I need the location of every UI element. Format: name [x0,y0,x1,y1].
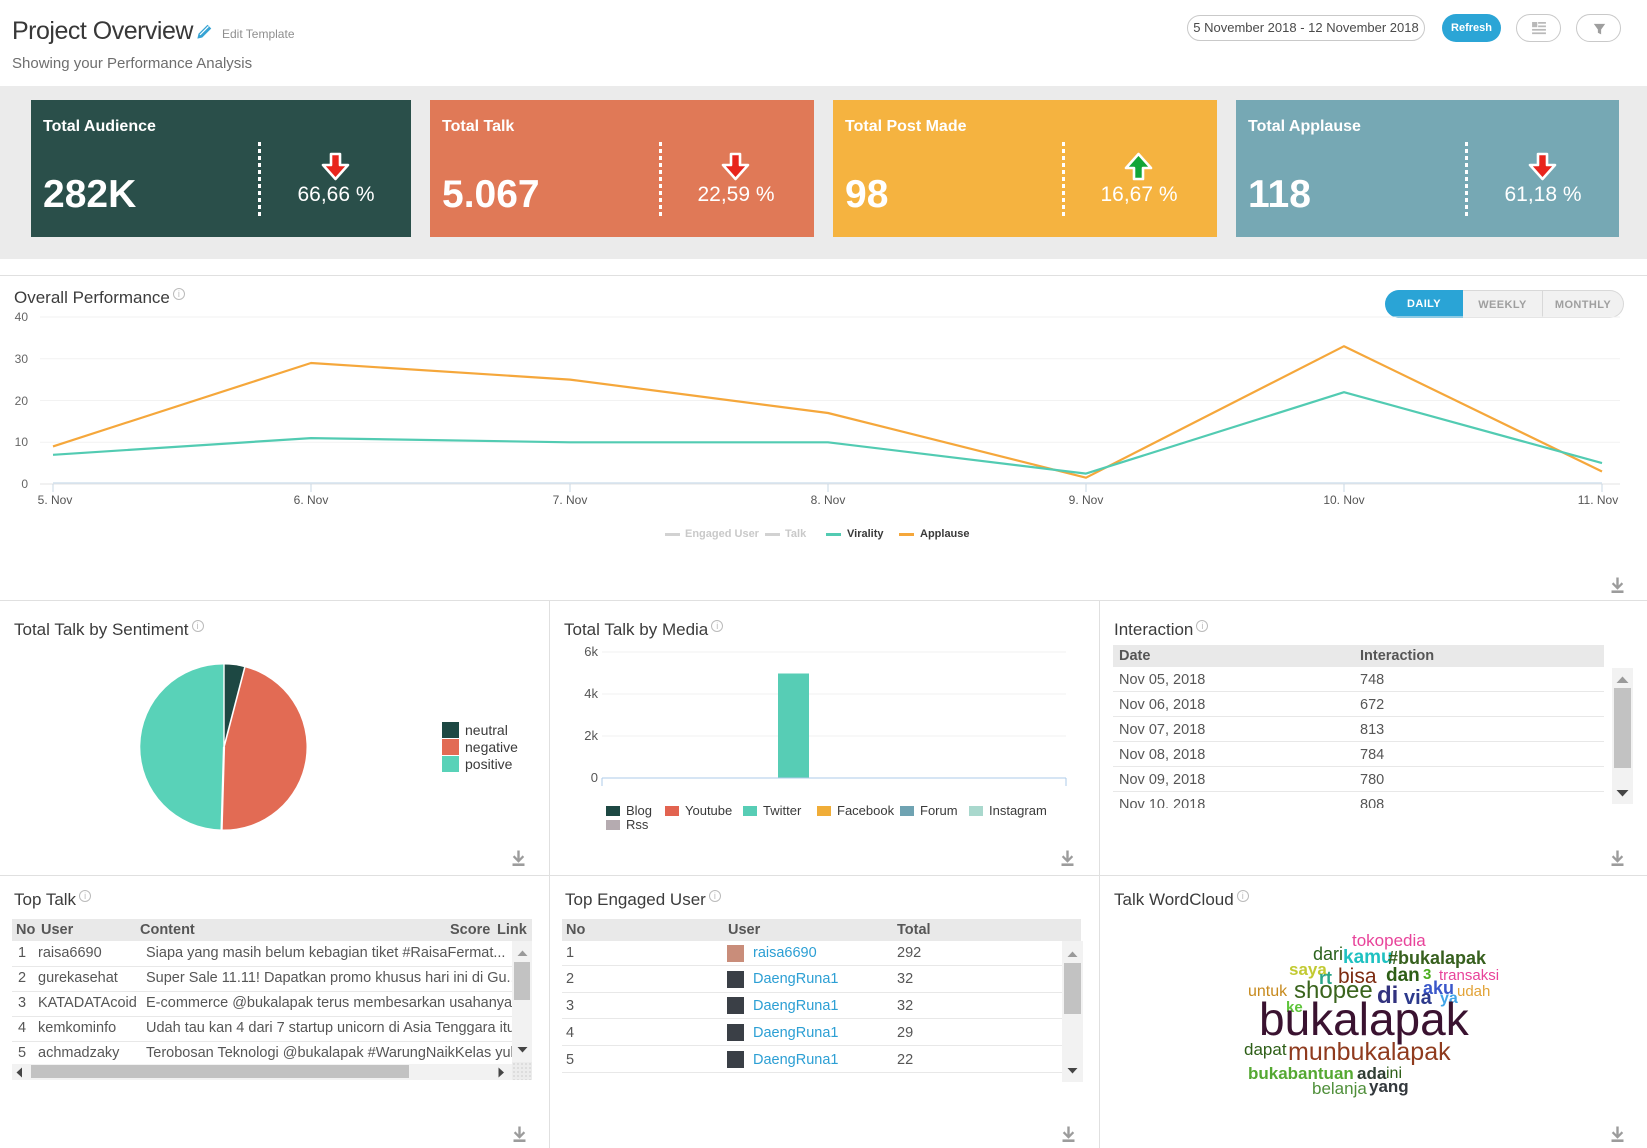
svg-text:4k: 4k [584,686,598,701]
svg-text:6. Nov: 6. Nov [294,493,329,507]
svg-text:5. Nov: 5. Nov [38,493,73,507]
svg-text:20: 20 [15,394,29,408]
svg-text:0: 0 [21,477,28,491]
svg-text:10: 10 [15,435,29,449]
svg-text:2k: 2k [584,728,598,743]
svg-text:9. Nov: 9. Nov [1069,493,1104,507]
svg-text:8. Nov: 8. Nov [811,493,846,507]
svg-text:11. Nov: 11. Nov [1578,493,1618,507]
svg-text:30: 30 [15,352,29,366]
svg-text:7. Nov: 7. Nov [553,493,588,507]
svg-text:0: 0 [591,770,598,785]
svg-text:40: 40 [15,310,29,324]
svg-text:6k: 6k [584,644,598,659]
svg-text:10. Nov: 10. Nov [1323,493,1364,507]
